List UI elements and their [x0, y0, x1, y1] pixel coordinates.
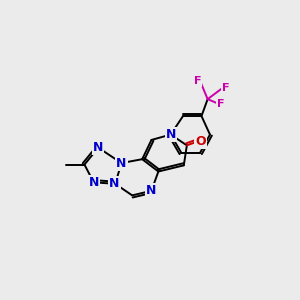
Text: F: F: [222, 82, 229, 93]
Text: N: N: [166, 128, 176, 141]
Text: N: N: [146, 184, 157, 197]
Text: N: N: [88, 176, 99, 189]
Text: N: N: [116, 157, 127, 169]
Text: F: F: [194, 76, 201, 86]
Text: N: N: [93, 141, 104, 154]
Text: O: O: [195, 135, 206, 148]
Text: F: F: [217, 99, 224, 109]
Text: N: N: [109, 177, 120, 190]
